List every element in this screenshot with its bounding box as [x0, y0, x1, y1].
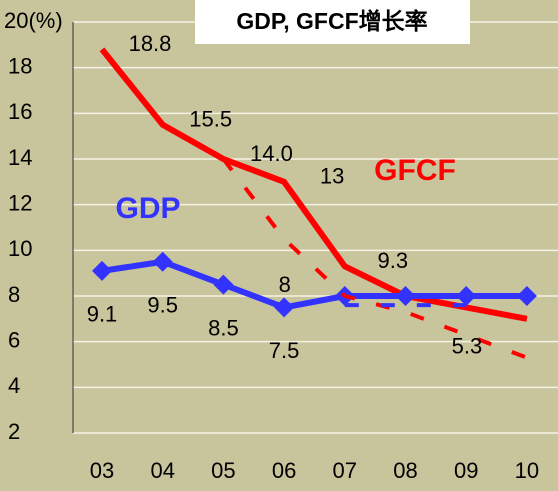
y-tick-label: 2	[8, 419, 20, 444]
y-tick-label: 18	[8, 53, 32, 78]
data-label: 7.5	[269, 338, 300, 363]
y-tick-label: 14	[8, 145, 32, 170]
line	[99, 47, 528, 322]
data-label: 9.1	[87, 302, 118, 327]
x-tick-label: 07	[333, 458, 357, 483]
y-tick-label: 6	[8, 327, 20, 352]
y-tick-label: 20(%)	[4, 8, 63, 33]
line	[101, 258, 527, 311]
y-tick-label: 10	[8, 236, 32, 261]
dashed-line	[221, 157, 528, 360]
data-label: 9.5	[147, 293, 178, 318]
x-tick-label: 03	[90, 458, 114, 483]
data-label: 13	[320, 164, 344, 189]
marker	[213, 274, 234, 295]
data-label: 8.5	[208, 315, 239, 340]
data-label: 8	[279, 272, 291, 297]
x-tick-label: 09	[454, 458, 478, 483]
x-tick-label: 10	[515, 458, 539, 483]
x-tick-label: 08	[393, 458, 417, 483]
y-tick-label: 16	[8, 99, 32, 124]
data-label: 5.3	[452, 333, 483, 358]
data-label: 9.3	[378, 248, 409, 273]
series-label: GFCF	[374, 154, 456, 187]
x-tick-label: 05	[211, 458, 235, 483]
marker	[456, 286, 477, 306]
y-tick-label: 8	[8, 282, 20, 307]
x-tick-label: 06	[272, 458, 296, 483]
marker	[516, 286, 537, 306]
marker	[274, 297, 295, 318]
y-tick-label: 12	[8, 190, 32, 215]
data-label: 14.0	[250, 141, 293, 166]
series-label: GDP	[115, 192, 180, 225]
title-box	[195, 0, 470, 44]
marker	[395, 286, 416, 306]
data-label: 18.8	[129, 31, 172, 56]
y-tick-label: 4	[8, 373, 20, 398]
marker	[152, 251, 173, 272]
data-label: 15.5	[189, 107, 232, 132]
chart-title: GDP, GFCF增长率	[236, 8, 427, 34]
marker	[92, 260, 112, 281]
x-tick-label: 04	[150, 458, 174, 483]
